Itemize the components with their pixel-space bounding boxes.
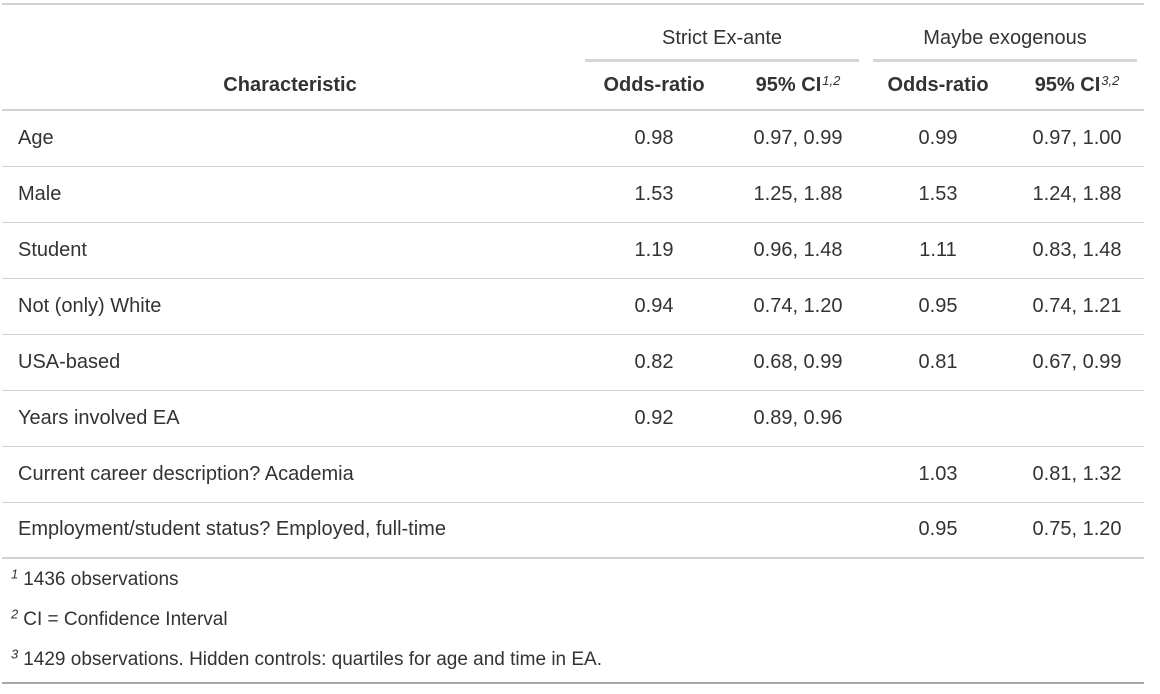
cell-odds-ratio-exogenous: 0.95	[918, 518, 958, 541]
table-row-age: Age 0.98 0.97, 0.99 0.99 0.97, 1.00	[2, 110, 1145, 167]
cell-characteristic: Current career description? Academia	[2, 446, 578, 503]
cell-odds-ratio-exogenous: 0.99	[866, 110, 1011, 167]
column-header-ci-exogenous: 95% CI3,2	[1010, 62, 1145, 111]
cell-ci-strict	[730, 502, 866, 558]
footnotes-row: 1 1436 observations 2 CI = Confidence Inte…	[2, 557, 1145, 684]
footnote-text: CI = Confidence Interval	[23, 609, 228, 630]
cell-ci-exogenous: 0.74, 1.21	[1010, 278, 1145, 335]
footnote-2: 2 CI = Confidence Interval	[11, 600, 1144, 640]
cell-ci-strict: 0.96, 1.48	[730, 222, 867, 279]
spanner-label-strict-ex-ante: Strict Ex-ante	[585, 27, 860, 62]
table-row-student: Student 1.19 0.96, 1.48 1.11 0.83, 1.48	[2, 222, 1145, 279]
cell-ci-strict: 0.74, 1.20	[730, 278, 867, 335]
cell-ci-exogenous: 0.83, 1.48	[1010, 222, 1145, 279]
footnote-3: 3 1429 observations. Hidden controls: qua…	[11, 640, 1144, 680]
cell-odds-ratio-strict: 1.53	[578, 166, 730, 223]
cell-odds-ratio-exogenous: 1.03	[866, 446, 1011, 503]
cell-characteristic: Age	[2, 110, 578, 167]
cell-characteristic: Employment/student status? Employed, ful…	[18, 518, 446, 541]
column-header-odds-ratio-exogenous: Odds-ratio	[866, 62, 1011, 111]
spanner-label-maybe-exogenous: Maybe exogenous	[873, 27, 1138, 62]
cell-odds-ratio-strict	[578, 502, 730, 558]
cell-ci-strict: 1.25, 1.88	[730, 166, 867, 223]
table-row-employment-status-full-time: Employment/student status? Employed, ful…	[2, 502, 1144, 558]
cell-odds-ratio-exogenous: 0.81	[866, 334, 1011, 391]
table-row-male: Male 1.53 1.25, 1.88 1.53 1.24, 1.88	[2, 166, 1145, 223]
cell-ci-strict: 0.68, 0.99	[730, 334, 867, 391]
cell-odds-ratio-exogenous	[866, 390, 1011, 447]
cell-odds-ratio-strict: 0.82	[578, 334, 730, 391]
table-row-not-only-white: Not (only) White 0.94 0.74, 1.20 0.95 0.…	[2, 278, 1145, 335]
cell-ci-exogenous: 0.81, 1.32	[1010, 446, 1145, 503]
ci-header-label: 95% CI	[1034, 74, 1101, 96]
cell-ci-exogenous: 0.67, 0.99	[1010, 334, 1145, 391]
cell-characteristic: USA-based	[2, 334, 578, 391]
cell-ci-strict: 0.97, 0.99	[730, 110, 867, 167]
footnote-1: 1 1436 observations	[11, 560, 1144, 600]
column-header-row: Characteristic Odds-ratio 95% CI1,2 Odds…	[2, 62, 1145, 111]
cell-ci-exogenous: 0.97, 1.00	[1010, 110, 1145, 167]
ci-header-label: 95% CI	[755, 74, 822, 96]
footnote-text: 1436 observations	[23, 569, 179, 590]
column-header-odds-ratio-strict: Odds-ratio	[578, 62, 730, 111]
cell-odds-ratio-strict: 0.94	[578, 278, 730, 335]
ci-header-footnote-marks: 3,2	[1101, 73, 1120, 89]
cell-odds-ratio-strict: 1.19	[578, 222, 730, 279]
footnote-marker: 3	[11, 646, 19, 662]
cell-odds-ratio-strict	[578, 446, 730, 503]
odds-ratio-table: Strict Ex-ante Maybe exogenous Character…	[2, 3, 1145, 684]
footnote-marker: 2	[11, 606, 19, 622]
cell-characteristic: Not (only) White	[2, 278, 578, 335]
cell-odds-ratio-exogenous: 1.53	[866, 166, 1011, 223]
cell-odds-ratio-exogenous: 0.95	[866, 278, 1011, 335]
cell-odds-ratio-strict: 0.92	[578, 390, 730, 447]
blank-spanner-cell	[2, 4, 578, 62]
footnote-text: 1429 observations. Hidden controls: quar…	[23, 649, 603, 670]
table-row-current-career-academia: Current career description? Academia 1.0…	[2, 446, 1145, 503]
cell-characteristic: Male	[2, 166, 578, 223]
footnote-marker: 1	[11, 566, 19, 582]
cell-ci-exogenous	[1010, 390, 1145, 447]
spanner-row: Strict Ex-ante Maybe exogenous	[2, 4, 1144, 62]
table-row-usa-based: USA-based 0.82 0.68, 0.99 0.81 0.67, 0.9…	[2, 334, 1145, 391]
spanner-maybe-exogenous: Maybe exogenous	[866, 4, 1144, 62]
cell-odds-ratio-exogenous: 1.11	[866, 222, 1011, 279]
cell-odds-ratio-strict: 0.98	[578, 110, 730, 167]
cell-characteristic: Years involved EA	[2, 390, 578, 447]
column-header-characteristic: Characteristic	[2, 62, 578, 111]
table-row-years-involved-ea: Years involved EA 0.92 0.89, 0.96	[2, 390, 1145, 447]
cell-ci-exogenous: 0.75, 1.20	[1032, 518, 1122, 541]
cell-ci-exogenous: 1.24, 1.88	[1010, 166, 1145, 223]
spanner-strict-ex-ante: Strict Ex-ante	[578, 4, 866, 62]
ci-header-footnote-marks: 1,2	[822, 73, 841, 89]
cell-ci-strict: 0.89, 0.96	[730, 390, 867, 447]
footnotes-section: 1 1436 observations 2 CI = Confidence Inte…	[2, 557, 1145, 684]
column-header-ci-strict: 95% CI1,2	[730, 62, 867, 111]
cell-ci-strict	[730, 446, 867, 503]
cell-characteristic: Student	[2, 222, 578, 279]
